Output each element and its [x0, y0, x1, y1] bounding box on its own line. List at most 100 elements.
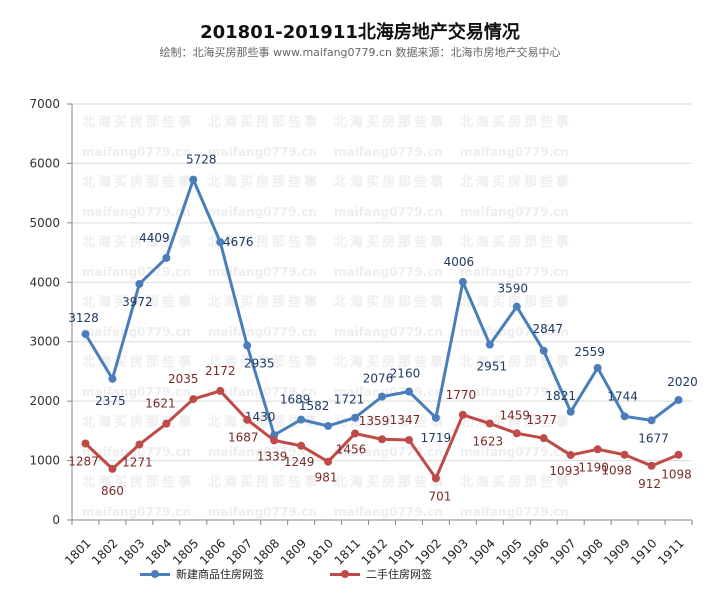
watermark-text: 北海买房那些事 [208, 354, 320, 370]
data-label-resale-homes: 1359 [359, 414, 390, 428]
watermark-text: 北海买房那些事 [208, 114, 320, 130]
watermark-text: maifang0779.cn [334, 205, 443, 219]
data-point-new-homes [108, 374, 117, 383]
y-tick-label: 6000 [29, 156, 60, 170]
watermark-text: 北海买房那些事 [82, 174, 194, 190]
watermark-text: maifang0779.cn [334, 145, 443, 159]
y-tick-label: 7000 [29, 97, 60, 111]
data-label-new-homes: 2160 [390, 367, 421, 381]
data-point-resale-homes [108, 464, 117, 473]
data-label-resale-homes: 701 [428, 489, 451, 503]
watermark-text: maifang0779.cn [208, 325, 317, 339]
data-point-resale-homes [189, 395, 198, 404]
data-label-new-homes: 3972 [122, 295, 153, 309]
x-tick-label: 1808 [251, 536, 282, 567]
data-point-resale-homes [378, 435, 386, 444]
watermark-text: 北海买房那些事 [460, 234, 572, 250]
x-tick-label: 1811 [332, 536, 363, 567]
watermark-text: maifang0779.cn [208, 505, 317, 519]
data-label-resale-homes: 1456 [336, 442, 367, 456]
x-tick-label: 1909 [601, 536, 632, 567]
data-label-resale-homes: 1093 [549, 464, 580, 478]
x-tick-label: 1901 [386, 536, 417, 567]
watermark-text: maifang0779.cn [82, 325, 191, 339]
watermark-text: 北海买房那些事 [460, 294, 572, 310]
data-point-resale-homes [539, 434, 548, 443]
y-tick-label: 5000 [29, 216, 60, 230]
legend-swatch-resale-homes [330, 569, 360, 579]
watermark-text: 北海买房那些事 [82, 294, 194, 310]
x-tick-label: 1907 [547, 536, 578, 567]
data-label-new-homes: 2020 [667, 375, 698, 389]
data-label-new-homes: 2559 [574, 345, 605, 359]
x-tick-label: 1906 [520, 536, 551, 567]
data-point-resale-homes [512, 429, 521, 438]
data-point-new-homes [566, 407, 575, 416]
data-point-resale-homes [647, 461, 656, 470]
y-tick-label: 2000 [29, 394, 60, 408]
data-point-new-homes [351, 413, 360, 422]
data-label-new-homes: 2375 [95, 394, 126, 408]
legend-label-new-homes: 新建商品住房网签 [176, 568, 264, 581]
data-label-resale-homes: 1459 [500, 408, 531, 422]
data-label-new-homes: 2951 [477, 360, 508, 374]
x-tick-label: 1904 [466, 536, 497, 567]
legend-item-resale-homes[interactable]: 二手住房网签 [330, 566, 432, 582]
legend-swatch-new-homes [140, 569, 170, 579]
data-label-new-homes: 3590 [498, 282, 529, 296]
data-label-resale-homes: 1623 [473, 435, 504, 449]
data-label-resale-homes: 1098 [661, 468, 692, 482]
data-label-resale-homes: 2172 [205, 364, 236, 378]
watermark-text: maifang0779.cn [460, 265, 569, 279]
watermark-text: 北海买房那些事 [208, 234, 320, 250]
data-point-new-homes [404, 387, 413, 396]
data-point-resale-homes [458, 410, 467, 419]
data-point-new-homes [620, 412, 629, 421]
data-label-resale-homes: 1770 [446, 388, 477, 402]
x-tick-label: 1801 [62, 536, 93, 567]
watermark-text: 北海买房那些事 [334, 414, 446, 430]
data-point-resale-homes [162, 419, 171, 428]
data-point-resale-homes [566, 451, 575, 460]
data-point-new-homes [485, 340, 494, 349]
chart-title: 201801-201911北海房地产交易情况 [200, 22, 520, 43]
watermark-text: 北海买房那些事 [82, 414, 194, 430]
x-tick-label: 1910 [628, 536, 659, 567]
watermark-text: maifang0779.cn [334, 385, 443, 399]
watermark-text: maifang0779.cn [82, 205, 191, 219]
legend-item-new-homes[interactable]: 新建商品住房网签 [140, 566, 264, 582]
watermark-text: maifang0779.cn [82, 265, 191, 279]
data-point-new-homes [189, 175, 198, 184]
watermark-text: maifang0779.cn [208, 265, 317, 279]
watermark-text: maifang0779.cn [334, 265, 443, 279]
data-label-new-homes: 1689 [280, 393, 311, 407]
x-tick-label: 1903 [439, 536, 470, 567]
watermark-text: maifang0779.cn [460, 445, 569, 459]
watermark-text: 北海买房那些事 [460, 114, 572, 130]
x-tick-label: 1807 [224, 536, 255, 567]
watermark-text: 北海买房那些事 [208, 474, 320, 490]
watermark-text: maifang0779.cn [82, 505, 191, 519]
data-point-resale-homes [404, 435, 413, 444]
data-label-resale-homes: 1098 [601, 464, 632, 478]
data-label-resale-homes: 1347 [390, 413, 421, 427]
y-tick-label: 0 [52, 513, 60, 527]
watermark-text: maifang0779.cn [460, 145, 569, 159]
watermark-text: 北海买房那些事 [460, 354, 572, 370]
data-point-resale-homes [297, 441, 306, 450]
data-label-new-homes: 1430 [245, 410, 276, 424]
data-point-resale-homes [270, 436, 279, 445]
watermark-text: 北海买房那些事 [82, 474, 194, 490]
x-tick-label: 1809 [278, 536, 309, 567]
data-point-new-homes [378, 392, 386, 401]
data-point-new-homes [243, 341, 252, 350]
watermark-text: 北海买房那些事 [460, 474, 572, 490]
watermark-text: 北海买房那些事 [334, 174, 446, 190]
x-tick-label: 1810 [305, 536, 336, 567]
data-label-resale-homes: 1621 [145, 397, 176, 411]
data-point-new-homes [593, 363, 602, 372]
data-label-resale-homes: 1339 [257, 449, 288, 463]
data-label-new-homes: 3128 [68, 311, 99, 325]
data-label-new-homes: 1721 [334, 393, 365, 407]
watermark-text: maifang0779.cn [460, 385, 569, 399]
